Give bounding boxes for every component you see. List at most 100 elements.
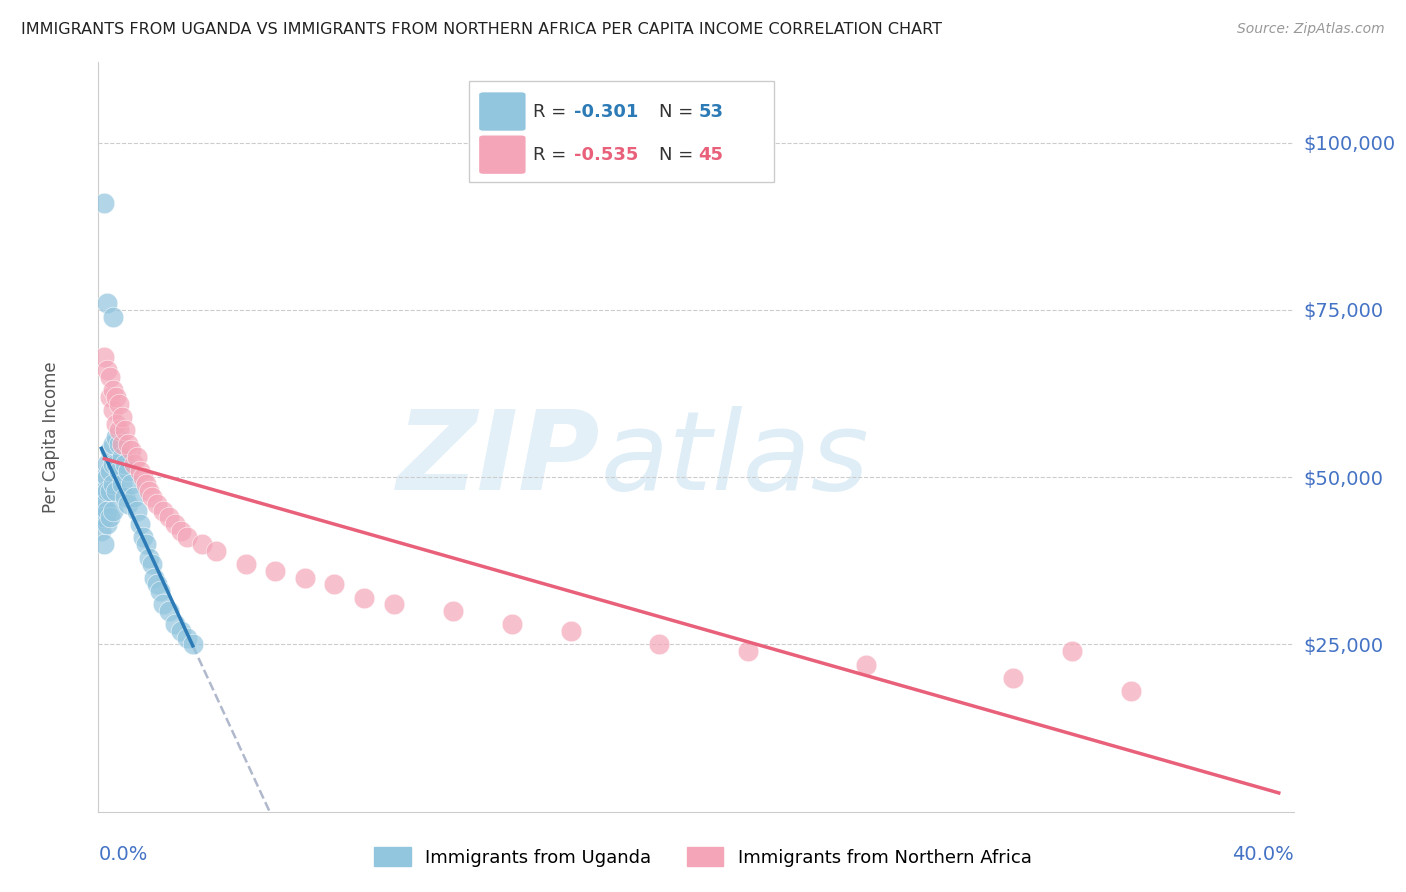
- Point: [122, 457, 145, 471]
- Text: Per Capita Income: Per Capita Income: [42, 361, 59, 513]
- Point: [501, 617, 523, 632]
- Point: [157, 510, 180, 524]
- Text: R =: R =: [533, 145, 572, 163]
- Point: [96, 457, 118, 471]
- Point: [1062, 644, 1084, 658]
- Point: [146, 577, 169, 591]
- Point: [105, 483, 128, 498]
- Point: [105, 430, 128, 444]
- Point: [157, 604, 180, 618]
- Point: [111, 436, 134, 450]
- Point: [96, 503, 118, 517]
- Text: atlas: atlas: [600, 406, 869, 513]
- Point: [101, 503, 124, 517]
- Point: [165, 516, 187, 531]
- Point: [353, 591, 375, 605]
- Point: [93, 497, 115, 511]
- Point: [90, 510, 112, 524]
- Point: [125, 503, 148, 517]
- Point: [108, 396, 131, 410]
- Point: [235, 557, 257, 571]
- Point: [93, 470, 115, 484]
- Point: [90, 524, 112, 538]
- Point: [294, 571, 316, 585]
- Point: [101, 457, 124, 471]
- FancyBboxPatch shape: [478, 135, 526, 175]
- Point: [1121, 684, 1143, 698]
- Point: [152, 598, 174, 612]
- Point: [93, 510, 115, 524]
- Point: [98, 443, 121, 458]
- Point: [101, 310, 124, 324]
- Point: [111, 450, 134, 464]
- Point: [90, 483, 112, 498]
- Legend: Immigrants from Uganda, Immigrants from Northern Africa: Immigrants from Uganda, Immigrants from …: [367, 840, 1039, 874]
- Point: [93, 483, 115, 498]
- Point: [96, 296, 118, 310]
- Point: [190, 537, 212, 551]
- Point: [135, 537, 157, 551]
- Point: [101, 384, 124, 398]
- Point: [120, 476, 142, 491]
- Text: IMMIGRANTS FROM UGANDA VS IMMIGRANTS FROM NORTHERN AFRICA PER CAPITA INCOME CORR: IMMIGRANTS FROM UGANDA VS IMMIGRANTS FRO…: [21, 22, 942, 37]
- Text: -0.301: -0.301: [574, 103, 638, 120]
- Point: [111, 476, 134, 491]
- Point: [105, 457, 128, 471]
- Point: [128, 464, 150, 478]
- Point: [382, 598, 405, 612]
- Point: [176, 631, 198, 645]
- Point: [141, 490, 163, 504]
- Point: [264, 564, 287, 578]
- Text: R =: R =: [533, 103, 572, 120]
- Point: [90, 497, 112, 511]
- Point: [122, 490, 145, 504]
- FancyBboxPatch shape: [478, 92, 526, 131]
- Point: [138, 483, 160, 498]
- Point: [181, 637, 204, 651]
- Point: [101, 436, 124, 450]
- Point: [101, 476, 124, 491]
- Point: [1002, 671, 1025, 685]
- Point: [93, 537, 115, 551]
- FancyBboxPatch shape: [470, 81, 773, 182]
- Point: [101, 403, 124, 417]
- Point: [855, 657, 877, 672]
- Point: [205, 543, 228, 558]
- Point: [98, 510, 121, 524]
- Point: [135, 476, 157, 491]
- Point: [108, 423, 131, 437]
- Text: Source: ZipAtlas.com: Source: ZipAtlas.com: [1237, 22, 1385, 37]
- Point: [108, 436, 131, 450]
- Point: [114, 457, 136, 471]
- Point: [98, 390, 121, 404]
- Point: [117, 436, 139, 450]
- Text: 45: 45: [699, 145, 723, 163]
- Text: 40.0%: 40.0%: [1232, 846, 1294, 864]
- Point: [441, 604, 464, 618]
- Point: [176, 530, 198, 544]
- Point: [93, 350, 115, 364]
- Point: [170, 624, 193, 639]
- Text: N =: N =: [659, 103, 699, 120]
- Point: [108, 464, 131, 478]
- Point: [96, 470, 118, 484]
- Text: -0.535: -0.535: [574, 145, 638, 163]
- Point: [165, 617, 187, 632]
- Point: [128, 516, 150, 531]
- Point: [105, 417, 128, 431]
- Text: 53: 53: [699, 103, 723, 120]
- Point: [131, 470, 153, 484]
- Point: [96, 483, 118, 498]
- Point: [146, 497, 169, 511]
- Point: [149, 583, 172, 598]
- Point: [648, 637, 671, 651]
- Point: [138, 550, 160, 565]
- Point: [96, 363, 118, 377]
- Point: [117, 497, 139, 511]
- Point: [125, 450, 148, 464]
- Point: [152, 503, 174, 517]
- Point: [93, 195, 115, 210]
- Text: N =: N =: [659, 145, 699, 163]
- Point: [105, 390, 128, 404]
- Point: [98, 369, 121, 384]
